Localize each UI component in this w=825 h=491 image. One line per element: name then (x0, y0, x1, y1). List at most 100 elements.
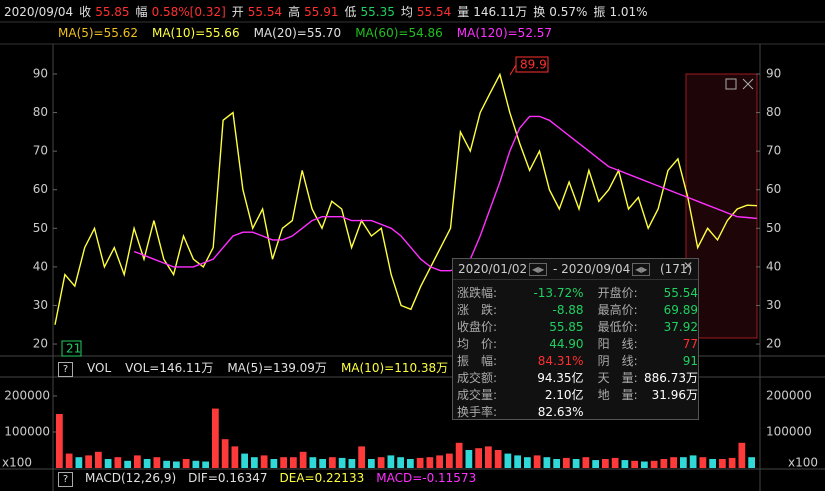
start-date: 2020/01/02 (458, 262, 528, 276)
volume-bar (660, 458, 668, 468)
macd-legend: ? MACD(12,26,9) DIF=0.16347 DEA=0.22133 MACD… (58, 471, 488, 487)
ma-legend: MA(5)=55.62 MA(10)=55.66 MA(20)=55.70 MA(60… (58, 26, 566, 40)
volume-bar (621, 460, 629, 468)
volume-bar (407, 458, 414, 468)
date: 2020/09/04 (4, 5, 74, 19)
help-button[interactable]: ? (58, 362, 73, 377)
quote-value: 0.57% (549, 5, 588, 19)
stats-label: 均 价: (457, 337, 498, 351)
y-tick-label: 20 (766, 337, 781, 351)
y-tick-label: 60 (766, 182, 781, 196)
volume-bar (650, 460, 658, 468)
volume-bar (114, 457, 122, 468)
volume-bar (95, 451, 102, 468)
volume-bar (56, 413, 63, 468)
stats-row: 涨跌幅: -13.72% 开盘价: 55.54 (457, 284, 698, 301)
volume-bar (212, 408, 219, 468)
max-label-box (515, 56, 549, 73)
volume-bar (416, 457, 424, 468)
volume-bar (611, 457, 619, 468)
range-stats-popup: 2020/01/02 ◀▶ - 2020/09/04 ◀▶ (171) ✕ 涨跌幅:… (452, 258, 699, 420)
volume-bar (338, 457, 346, 468)
stats-value: 886.73万 (644, 371, 698, 385)
y-tick-label: 50 (33, 221, 48, 235)
volume-bar (670, 457, 677, 468)
volume-bar (748, 457, 755, 468)
stats-label: 阳 线: (597, 337, 638, 351)
volume-bar (689, 455, 697, 468)
volume-bar (543, 457, 551, 468)
stats-row: 涨 跌: -8.88 最高价: 69.89 (457, 301, 698, 318)
volume-bar (709, 458, 716, 468)
volume-bar (592, 460, 599, 468)
stats-table: 涨跌幅: -13.72% 开盘价: 55.54 涨 跌: -8.88 最高价: 69.89 收盘… (457, 284, 698, 420)
step-button[interactable]: ◀▶ (529, 263, 548, 276)
volume-bar (85, 455, 92, 468)
stats-value: 31.96万 (651, 388, 698, 402)
min-label-box (61, 340, 82, 357)
legend-item: MA(20)=55.70 (253, 26, 342, 40)
legend-item: MA(10)=55.66 (151, 26, 240, 40)
quote-value: 55.35 (360, 5, 395, 19)
help-button[interactable]: ? (58, 472, 73, 487)
vol-legend: ? VOL VOL=146.11万 MA(5)=139.09万 MA(10)=110.3… (58, 359, 499, 377)
stats-value: 82.63% (537, 404, 584, 419)
volume-bar (475, 448, 482, 468)
quote-value: 146.11万 (473, 5, 528, 19)
legend-item: MA(120)=52.57 (456, 26, 553, 40)
stats-value: 55.54 (663, 285, 698, 300)
close-button[interactable]: ✕ (682, 259, 693, 273)
y-tick-label: 40 (766, 259, 781, 273)
volume-bar (368, 458, 375, 468)
quote-value: 0.58%[0.32] (151, 5, 226, 19)
price-line (54, 72, 758, 325)
stats-label: 涨 跌: (457, 303, 498, 317)
volume-bar (65, 453, 73, 468)
stats-value: 55.85 (549, 319, 584, 334)
volume-bar (719, 458, 726, 468)
quote-value: 1.01% (609, 5, 648, 19)
quote-label: 均 (400, 5, 413, 19)
y-tick-label: 20 (33, 337, 48, 351)
volume-bar (270, 458, 278, 468)
quote-header: 2020/09/04 收 55.85 幅 0.58%[0.32] 开 55.54 高 55.91… (4, 3, 654, 20)
volume-bar (553, 458, 560, 468)
stats-value: -13.72% (533, 285, 584, 300)
stats-label: 振 幅: (457, 354, 498, 368)
volume-bar (173, 461, 180, 468)
volume-bar (75, 457, 83, 468)
quote-label: 开 (231, 5, 244, 19)
y-tick-label: 50 (766, 221, 781, 235)
quote-label: 幅 (135, 5, 148, 19)
quote-value: 55.54 (247, 5, 283, 19)
stats-value: 69.89 (663, 302, 698, 317)
volume-bar (202, 461, 209, 468)
max-label: 89.9 (520, 58, 547, 72)
volume-bar (231, 446, 239, 468)
maximize-icon[interactable] (725, 78, 737, 90)
day-count: (171) (659, 262, 693, 276)
volume-bar (192, 460, 200, 468)
volume-bar (426, 457, 434, 468)
volume-bar (514, 455, 521, 468)
volume-bar (260, 455, 268, 468)
stats-row: 均 价: 44.90 阳 线: 77 (457, 335, 698, 352)
volume-bar (533, 455, 541, 468)
step-button[interactable]: ◀▶ (632, 263, 651, 276)
close-icon[interactable] (742, 78, 754, 90)
volume-bar (348, 458, 356, 468)
volume-bar (124, 460, 131, 468)
y-tick-label: 80 (766, 105, 781, 119)
volume-bar (465, 449, 473, 468)
stats-label: 涨跌幅: (457, 286, 498, 300)
volume-bar (182, 458, 190, 468)
legend-item: MA(60)=54.86 (355, 26, 443, 40)
stats-value: 44.90 (549, 336, 584, 351)
stats-value: 94.35亿 (537, 371, 584, 385)
y-tick-label: 90 (766, 66, 781, 80)
volume-bar (563, 457, 570, 468)
volume-bar (738, 442, 746, 468)
stats-value: 2.10亿 (544, 388, 584, 402)
y-tick-label: 100000 (766, 424, 812, 438)
stats-label: 地 量: (597, 388, 638, 402)
